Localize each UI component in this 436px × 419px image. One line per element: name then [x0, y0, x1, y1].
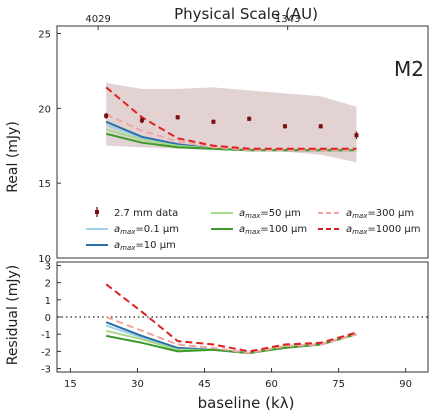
- x-tick-label: 60: [265, 379, 278, 390]
- y-tick-label-bottom: 1: [45, 296, 51, 307]
- y-tick-label-top: 20: [38, 104, 51, 115]
- legend-label-a-max-300-m: amax=300 µm: [346, 208, 414, 220]
- legend-label-a-max-50-m: amax=50 µm: [239, 208, 301, 220]
- y-tick-label-bottom: 3: [45, 261, 51, 272]
- x-tick-label: 15: [64, 379, 77, 390]
- top-panel-frame: [56, 25, 429, 259]
- residual-line-a-max-1000-m: [105, 283, 357, 353]
- y-axis-label-real: Real (mJy): [5, 121, 21, 193]
- legend-label-data: 2.7 mm data: [114, 208, 178, 219]
- legend-data-marker: [95, 210, 99, 214]
- legend-label-a-max-10-m: amax=10 µm: [114, 240, 176, 252]
- data-point: [247, 116, 252, 121]
- data-point: [104, 113, 109, 118]
- y-tick-label-top: 10: [38, 254, 51, 265]
- model-line-a-max-1000-m: [105, 86, 357, 150]
- legend: 2.7 mm data amax=0.1 µm amax=10 µm amax=50 …: [86, 207, 421, 252]
- legend-label-a-max-1000-m: amax=1000 µm: [346, 224, 421, 236]
- top-panel: 1015202540291343755: [38, 14, 429, 265]
- data-point: [211, 119, 216, 124]
- top-axis-title: Physical Scale (AU): [174, 5, 318, 23]
- x-axis-label-baseline: baseline (kλ): [198, 394, 295, 412]
- x-tick-label: 45: [198, 379, 211, 390]
- y-axis-label-residual: Residual (mJy): [5, 265, 21, 366]
- y-tick-label-bottom: 0: [45, 313, 51, 324]
- y-tick-label-bottom: 2: [45, 279, 51, 290]
- y-tick-label-bottom: -2: [41, 347, 51, 358]
- bottom-panel: -3 -2 -1 0 1 2 3 15 30 45 60 75 90: [41, 261, 429, 390]
- y-tick-label-bottom: -1: [41, 330, 51, 341]
- y-tick-label-top: 25: [38, 29, 51, 40]
- model-line-a-max-300-m: [105, 113, 357, 152]
- panel-annotation-m2: M2: [394, 57, 424, 81]
- legend-label-a-max-100-m: amax=100 µm: [239, 224, 307, 236]
- top-axis-tick-label: 4029: [85, 14, 110, 25]
- data-point: [354, 133, 359, 138]
- data-point: [139, 118, 144, 123]
- data-point: [318, 124, 323, 129]
- data-point: [282, 124, 287, 129]
- x-tick-label: 30: [131, 379, 144, 390]
- residual-line-a-max-300-m: [105, 316, 357, 355]
- y-tick-label-bottom: -3: [41, 365, 51, 376]
- y-tick-label-top: 15: [38, 179, 51, 190]
- data-point: [175, 115, 180, 120]
- x-tick-label: 90: [399, 379, 412, 390]
- legend-label-a-max-0-1-m: amax=0.1 µm: [114, 224, 179, 236]
- top-axis-tick-label: 1343: [275, 14, 300, 25]
- x-tick-label: 75: [332, 379, 345, 390]
